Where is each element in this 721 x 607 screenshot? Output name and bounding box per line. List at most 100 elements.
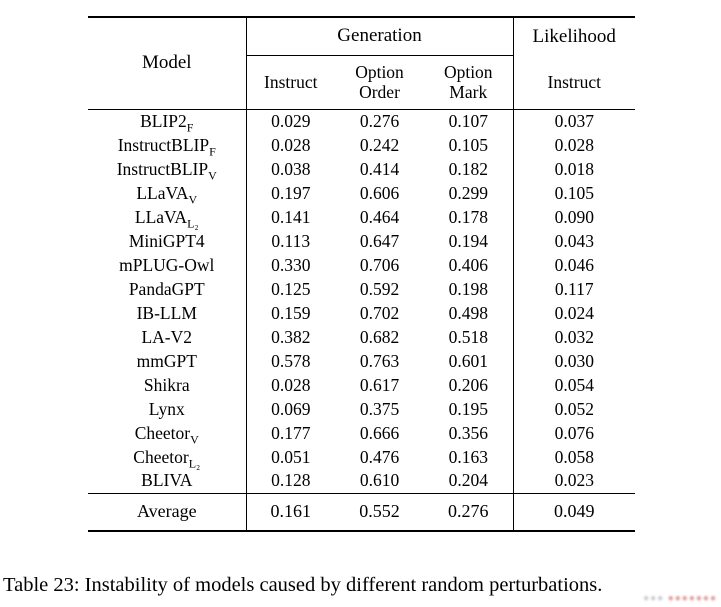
value-cell: 0.206 [448,374,488,395]
average-value-cell: 0.049 [512,492,635,531]
header-sub-row: Instruct Option Order Option Mark Instru… [88,55,635,110]
model-name: CheetorV [88,421,247,446]
value-cell: 0.028 [512,133,635,157]
value-cell: 0.178 [448,206,488,227]
table-row: mPLUG-Owl 0.330 0.706 0.406 0.046 [88,253,635,277]
value-cell: 0.601 [448,350,488,371]
value-cell: 0.038 [271,158,311,179]
table-row: BLIP2F 0.029 0.276 0.107 0.037 [88,109,635,133]
value-cell: 0.159 [271,302,311,323]
model-name: InstructBLIPV [88,157,247,182]
model-name: InstructBLIPF [88,133,247,157]
model-subscript: V [188,192,198,206]
value-cell: 0.617 [359,374,400,395]
col-header-model: Model [88,17,247,110]
table-row: InstructBLIPV 0.038 0.414 0.182 0.018 [88,157,635,181]
value-cell: 0.197 [271,182,311,203]
model-name: LLaVAL₂ [88,205,247,230]
value-cell: 0.029 [271,110,311,131]
model-name: MiniGPT4 [88,229,247,253]
model-name: mmGPT [88,349,247,373]
average-value-cell: 0.276 [424,492,513,531]
value-cell: 0.105 [448,134,488,155]
value-cell: 0.198 [448,278,488,299]
results-table-container: Model Generation Likelihood Instruct Opt… [88,16,635,532]
col-header-likelihood: Likelihood [512,17,635,55]
value-cell: 0.107 [448,110,488,131]
watermark-gray-text: ●●● [643,593,665,604]
value-cell: 0.610 [359,470,400,491]
model-name: LA-V2 [88,325,247,349]
model-subscript: V [190,432,199,446]
value-cell: 0.606 [359,182,400,203]
model-name: Shikra [88,373,247,397]
value-cell: 0.024 [512,301,635,325]
value-cell: 0.177 [271,422,311,443]
value-cell: 0.518 [448,326,488,347]
model-name: mPLUG-Owl [88,253,247,277]
model-name: BLIVA [88,469,247,493]
average-value-cell: 0.552 [335,492,424,531]
watermark: ●●● ●●●●●●● [643,593,717,604]
model-name: PandaGPT [88,277,247,301]
table-row: Lynx 0.069 0.375 0.195 0.052 [88,397,635,421]
value-cell: 0.592 [359,278,400,299]
model-name: BLIP2F [88,109,247,133]
table-row: mmGPT 0.578 0.763 0.601 0.030 [88,349,635,373]
value-cell: 0.076 [512,421,635,445]
value-cell: 0.299 [448,182,488,203]
value-cell: 0.578 [271,350,311,371]
table-row: LLaVAL₂ 0.141 0.464 0.178 0.090 [88,205,635,229]
watermark-red-text: ●●●●●●● [667,593,717,604]
value-cell: 0.702 [359,302,400,323]
value-cell: 0.163 [448,446,488,467]
value-cell: 0.141 [271,206,311,227]
value-cell: 0.028 [271,374,311,395]
table-row: IB-LLM 0.159 0.702 0.498 0.024 [88,301,635,325]
value-cell: 0.356 [448,422,488,443]
header-group-row: Model Generation Likelihood [88,17,635,110]
value-cell: 0.125 [271,278,311,299]
value-cell: 0.706 [359,254,400,275]
model-subscript: L₂ [188,456,201,470]
value-cell: 0.069 [271,398,311,419]
value-cell: 0.090 [512,205,635,229]
table-row: InstructBLIPF 0.028 0.242 0.105 0.028 [88,133,635,157]
value-cell: 0.195 [448,398,488,419]
table-row: BLIVA 0.128 0.610 0.204 0.023 [88,469,635,493]
col-subheader-option-mark: Option Mark [424,55,513,110]
value-cell: 0.058 [512,445,635,469]
value-cell: 0.476 [359,446,400,467]
value-cell: 0.464 [359,206,400,227]
col-subheader-gen-instruct: Instruct [246,55,335,110]
value-cell: 0.406 [448,254,488,275]
value-cell: 0.037 [512,109,635,133]
col-header-generation: Generation [246,17,513,56]
table-row: CheetorV 0.177 0.666 0.356 0.076 [88,421,635,445]
value-cell: 0.498 [448,302,488,323]
average-row: Average 0.161 0.552 0.276 0.049 [88,492,635,531]
model-subscript: L₂ [187,216,199,230]
average-label: Average [88,492,247,531]
model-name: Lynx [88,397,247,421]
value-cell: 0.276 [359,110,400,131]
value-cell: 0.204 [448,470,488,491]
value-cell: 0.330 [271,254,311,275]
model-subscript: V [208,168,217,182]
value-cell: 0.666 [359,422,400,443]
value-cell: 0.046 [512,253,635,277]
value-cell: 0.105 [512,181,635,205]
value-cell: 0.030 [512,349,635,373]
table-caption: Table 23: Instability of models caused b… [3,574,603,596]
table-row: PandaGPT 0.125 0.592 0.198 0.117 [88,277,635,301]
model-name: CheetorL₂ [88,445,247,470]
table-body: BLIP2F 0.029 0.276 0.107 0.037 InstructBLIPF 0… [88,109,635,493]
value-cell: 0.113 [271,230,311,251]
value-cell: 0.028 [271,134,311,155]
value-cell: 0.682 [359,326,400,347]
value-cell: 0.194 [448,230,488,251]
results-table: Model Generation Likelihood Instruct Opt… [88,16,635,532]
value-cell: 0.018 [512,157,635,181]
value-cell: 0.052 [512,397,635,421]
model-name: IB-LLM [88,301,247,325]
